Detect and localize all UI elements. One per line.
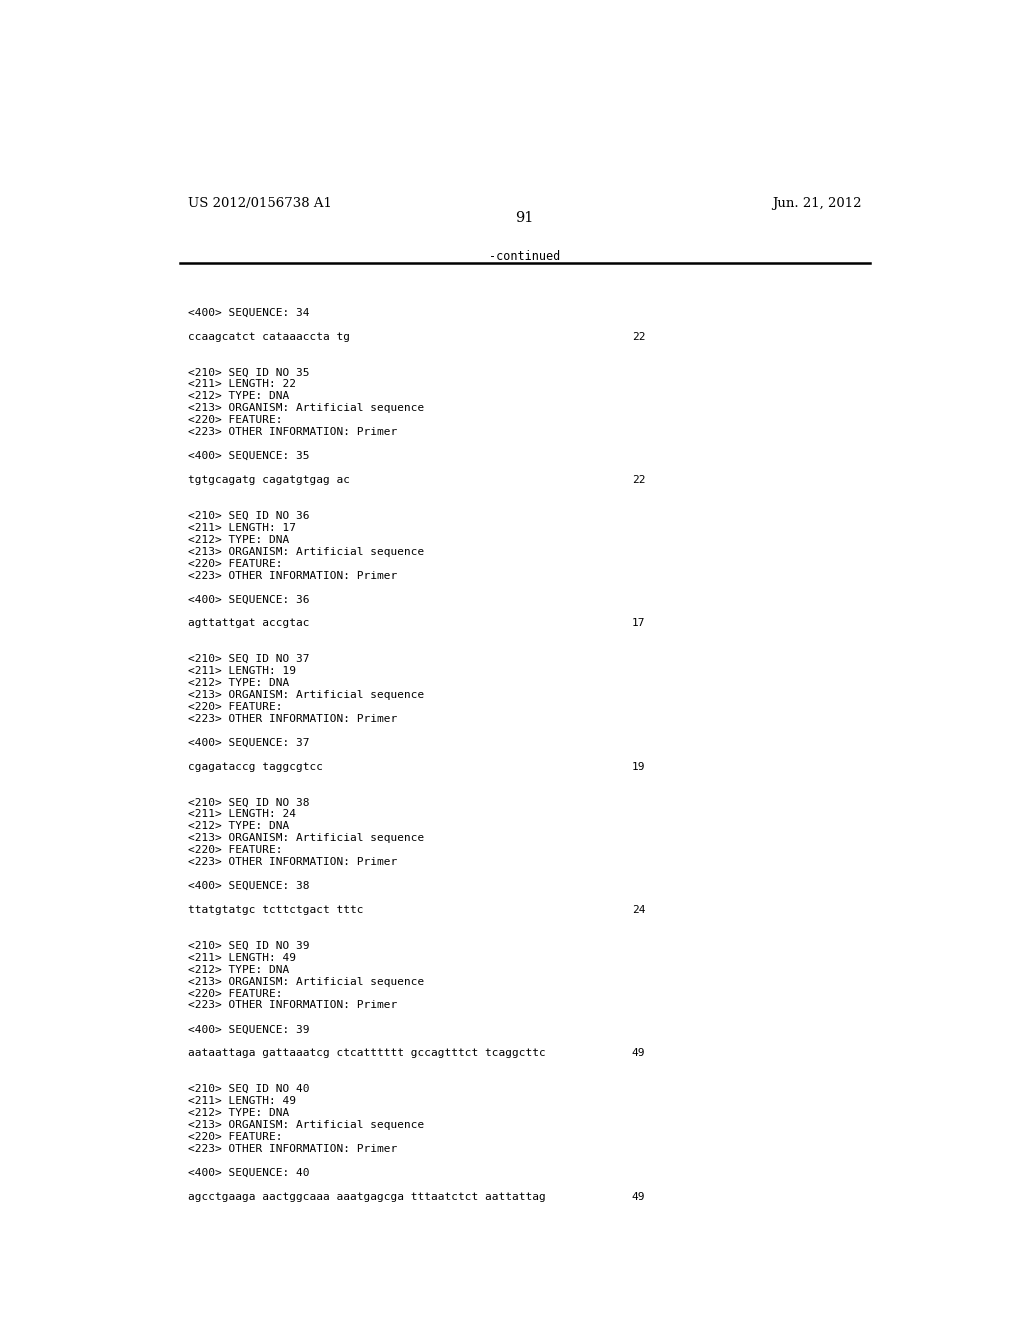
Text: <212> TYPE: DNA: <212> TYPE: DNA	[187, 535, 289, 545]
Text: <213> ORGANISM: Artificial sequence: <213> ORGANISM: Artificial sequence	[187, 690, 424, 700]
Text: <220> FEATURE:: <220> FEATURE:	[187, 702, 282, 711]
Text: <400> SEQUENCE: 35: <400> SEQUENCE: 35	[187, 451, 309, 461]
Text: Jun. 21, 2012: Jun. 21, 2012	[772, 197, 862, 210]
Text: tgtgcagatg cagatgtgag ac: tgtgcagatg cagatgtgag ac	[187, 475, 349, 484]
Text: <211> LENGTH: 49: <211> LENGTH: 49	[187, 953, 296, 962]
Text: <223> OTHER INFORMATION: Primer: <223> OTHER INFORMATION: Primer	[187, 857, 396, 867]
Text: ttatgtatgc tcttctgact tttc: ttatgtatgc tcttctgact tttc	[187, 906, 364, 915]
Text: <223> OTHER INFORMATION: Primer: <223> OTHER INFORMATION: Primer	[187, 428, 396, 437]
Text: <220> FEATURE:: <220> FEATURE:	[187, 989, 282, 998]
Text: <213> ORGANISM: Artificial sequence: <213> ORGANISM: Artificial sequence	[187, 404, 424, 413]
Text: <210> SEQ ID NO 38: <210> SEQ ID NO 38	[187, 797, 309, 808]
Text: <400> SEQUENCE: 38: <400> SEQUENCE: 38	[187, 880, 309, 891]
Text: <223> OTHER INFORMATION: Primer: <223> OTHER INFORMATION: Primer	[187, 1144, 396, 1154]
Text: <213> ORGANISM: Artificial sequence: <213> ORGANISM: Artificial sequence	[187, 833, 424, 843]
Text: <213> ORGANISM: Artificial sequence: <213> ORGANISM: Artificial sequence	[187, 977, 424, 986]
Text: 49: 49	[632, 1048, 645, 1059]
Text: <210> SEQ ID NO 36: <210> SEQ ID NO 36	[187, 511, 309, 521]
Text: US 2012/0156738 A1: US 2012/0156738 A1	[187, 197, 332, 210]
Text: <210> SEQ ID NO 39: <210> SEQ ID NO 39	[187, 941, 309, 950]
Text: <213> ORGANISM: Artificial sequence: <213> ORGANISM: Artificial sequence	[187, 546, 424, 557]
Text: <210> SEQ ID NO 35: <210> SEQ ID NO 35	[187, 367, 309, 378]
Text: <210> SEQ ID NO 37: <210> SEQ ID NO 37	[187, 655, 309, 664]
Text: <400> SEQUENCE: 34: <400> SEQUENCE: 34	[187, 308, 309, 318]
Text: <211> LENGTH: 17: <211> LENGTH: 17	[187, 523, 296, 533]
Text: -continued: -continued	[489, 249, 560, 263]
Text: <213> ORGANISM: Artificial sequence: <213> ORGANISM: Artificial sequence	[187, 1119, 424, 1130]
Text: <212> TYPE: DNA: <212> TYPE: DNA	[187, 678, 289, 688]
Text: 22: 22	[632, 475, 645, 484]
Text: <223> OTHER INFORMATION: Primer: <223> OTHER INFORMATION: Primer	[187, 1001, 396, 1011]
Text: agttattgat accgtac: agttattgat accgtac	[187, 618, 309, 628]
Text: cgagataccg taggcgtcc: cgagataccg taggcgtcc	[187, 762, 323, 772]
Text: 22: 22	[632, 331, 645, 342]
Text: <220> FEATURE:: <220> FEATURE:	[187, 845, 282, 855]
Text: 17: 17	[632, 618, 645, 628]
Text: <400> SEQUENCE: 39: <400> SEQUENCE: 39	[187, 1024, 309, 1035]
Text: <211> LENGTH: 24: <211> LENGTH: 24	[187, 809, 296, 820]
Text: aataattaga gattaaatcg ctcatttttt gccagtttct tcaggcttc: aataattaga gattaaatcg ctcatttttt gccagtt…	[187, 1048, 545, 1059]
Text: <220> FEATURE:: <220> FEATURE:	[187, 416, 282, 425]
Text: 19: 19	[632, 762, 645, 772]
Text: <212> TYPE: DNA: <212> TYPE: DNA	[187, 965, 289, 974]
Text: <400> SEQUENCE: 36: <400> SEQUENCE: 36	[187, 594, 309, 605]
Text: <210> SEQ ID NO 40: <210> SEQ ID NO 40	[187, 1084, 309, 1094]
Text: 91: 91	[516, 211, 534, 226]
Text: ccaagcatct cataaaccta tg: ccaagcatct cataaaccta tg	[187, 331, 349, 342]
Text: <400> SEQUENCE: 40: <400> SEQUENCE: 40	[187, 1168, 309, 1177]
Text: <211> LENGTH: 19: <211> LENGTH: 19	[187, 667, 296, 676]
Text: <400> SEQUENCE: 37: <400> SEQUENCE: 37	[187, 738, 309, 747]
Text: <223> OTHER INFORMATION: Primer: <223> OTHER INFORMATION: Primer	[187, 714, 396, 723]
Text: 49: 49	[632, 1192, 645, 1201]
Text: <212> TYPE: DNA: <212> TYPE: DNA	[187, 1107, 289, 1118]
Text: 24: 24	[632, 906, 645, 915]
Text: <223> OTHER INFORMATION: Primer: <223> OTHER INFORMATION: Primer	[187, 570, 396, 581]
Text: agcctgaaga aactggcaaa aaatgagcga tttaatctct aattattag: agcctgaaga aactggcaaa aaatgagcga tttaatc…	[187, 1192, 545, 1201]
Text: <212> TYPE: DNA: <212> TYPE: DNA	[187, 821, 289, 832]
Text: <211> LENGTH: 22: <211> LENGTH: 22	[187, 379, 296, 389]
Text: <220> FEATURE:: <220> FEATURE:	[187, 558, 282, 569]
Text: <220> FEATURE:: <220> FEATURE:	[187, 1131, 282, 1142]
Text: <212> TYPE: DNA: <212> TYPE: DNA	[187, 392, 289, 401]
Text: <211> LENGTH: 49: <211> LENGTH: 49	[187, 1096, 296, 1106]
